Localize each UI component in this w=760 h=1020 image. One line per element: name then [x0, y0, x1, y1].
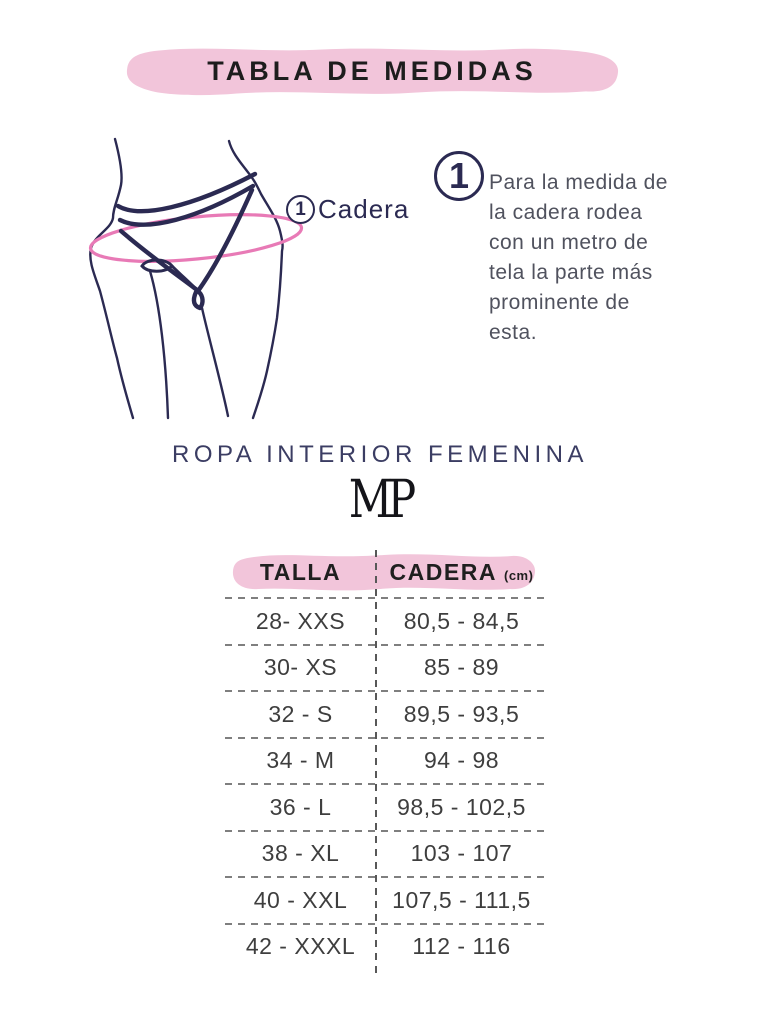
page-title: TABLA DE MEDIDAS	[207, 55, 537, 86]
table-row: 28- XXS 80,5 - 84,5	[225, 599, 547, 644]
table-row: 36 - L 98,5 - 102,5	[225, 785, 547, 830]
talla-value: 38 - XL	[261, 840, 340, 867]
talla-value: 40 - XXL	[253, 886, 348, 913]
table-row: 38 - XL 103 - 107	[225, 832, 547, 877]
title-blob-shape	[126, 48, 619, 96]
cadera-value: 85 - 89	[423, 654, 500, 681]
column-header-cadera: CADERA (cm)	[376, 559, 547, 586]
row-separator	[225, 783, 547, 785]
cadera-value: 89,5 - 93,5	[403, 700, 520, 727]
cadera-value: 107,5 - 111,5	[392, 886, 531, 913]
row-separator	[225, 643, 547, 646]
talla-value: 30- XS	[263, 654, 338, 681]
table-row: 30- XS 85 - 89	[225, 646, 547, 691]
cadera-value: 98,5 - 102,5	[397, 793, 526, 820]
row-separator	[225, 597, 547, 599]
column-header-cadera-text: CADERA	[389, 559, 497, 585]
column-header-talla: TALLA	[259, 559, 342, 585]
talla-value: 34 - M	[266, 747, 335, 774]
underwear-lines	[115, 171, 258, 311]
row-separator	[225, 876, 547, 878]
tape-label-number-badge: 1	[286, 195, 315, 224]
tape-label: 1 Cadera	[286, 194, 409, 225]
row-separator	[225, 922, 547, 925]
cadera-value: 80,5 - 84,5	[403, 607, 520, 634]
cadera-value: 94 - 98	[423, 747, 500, 774]
tape-label-text: Cadera	[318, 194, 410, 224]
header-blob-shape	[232, 554, 536, 591]
talla-value: 36 - L	[269, 793, 332, 820]
table-row: 42 - XXXL 112 - 116	[225, 925, 547, 970]
row-separator	[225, 690, 547, 692]
table-row: 34 - M 94 - 98	[225, 739, 547, 784]
talla-value: 28- XXS	[255, 607, 346, 634]
hips-figure	[80, 130, 420, 430]
hips-figure-drawing	[88, 137, 304, 420]
talla-value: 32 - S	[268, 700, 333, 727]
instruction-number-badge: 1	[434, 151, 484, 201]
fabric-fold-detail	[140, 258, 198, 291]
column-header-cadera-unit: (cm)	[503, 568, 534, 583]
cadera-value: 112 - 116	[412, 933, 511, 960]
measuring-tape-ellipse	[88, 213, 304, 263]
table-header: TALLA CADERA (cm)	[225, 548, 547, 597]
brand-logo: MP	[348, 470, 416, 530]
size-table: TALLA CADERA (cm) 28- XXS 80,5 - 84,5 30…	[225, 548, 547, 977]
table-row: 32 - S 89,5 - 93,5	[225, 692, 547, 737]
talla-value: 42 - XXXL	[245, 933, 356, 960]
table-row: 40 - XXL 107,5 - 111,5	[225, 878, 547, 923]
category-heading: ROPA INTERIOR FEMENINA	[172, 441, 588, 468]
cadera-value: 103 - 107	[410, 840, 513, 867]
title-banner: TABLA DE MEDIDAS	[122, 42, 622, 100]
table-column-divider	[375, 550, 377, 977]
instruction-text: Para la medida de la cadera rodea con un…	[489, 171, 668, 344]
row-separator	[225, 829, 547, 832]
row-separator	[225, 736, 547, 739]
